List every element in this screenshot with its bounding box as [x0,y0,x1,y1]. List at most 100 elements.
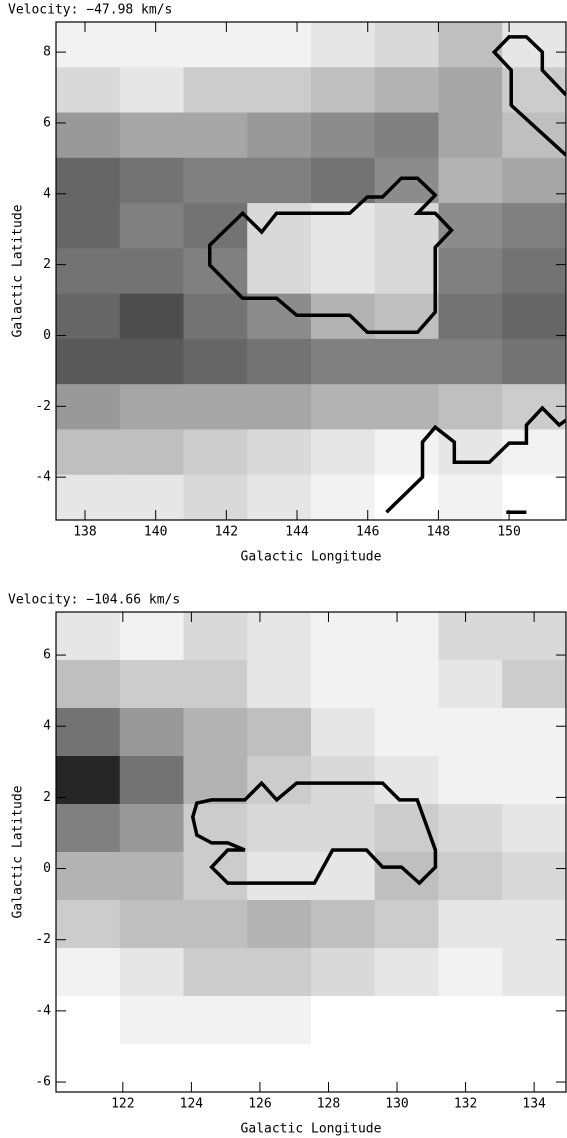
intensity-cell [119,384,184,430]
intensity-cell [119,474,184,521]
y-tick-label: 4 [43,186,51,201]
chart-panel: 138 140 142 144 146 148 150 -4 -2 0 2 4 6 8 Velocity: … [8,3,567,565]
intensity-cell [56,338,121,385]
intensity-cell [119,203,184,249]
intensity-cell [438,996,503,1045]
intensity-cell [311,948,376,997]
intensity-cell [183,852,248,901]
intensity-cell [119,1044,184,1093]
intensity-cell [183,293,248,340]
intensity-cell [502,248,567,295]
intensity-cell [183,429,248,476]
intensity-cell [247,900,312,949]
intensity-cell [119,756,184,805]
intensity-cell [311,384,376,430]
intensity-cell [56,1044,121,1093]
y-tick-label: 2 [43,790,51,805]
intensity-cell [56,756,121,805]
x-tick-label: 128 [317,1097,340,1112]
intensity-cell [502,157,567,204]
intensity-cell [311,338,376,385]
intensity-cell [183,900,248,949]
intensity-cell [183,474,248,521]
intensity-cell [247,429,312,476]
intensity-cell [311,852,376,901]
intensity-cell [311,248,376,295]
x-tick-label: 148 [427,525,450,540]
x-tick-label: 150 [497,525,520,540]
intensity-cell [374,708,439,757]
intensity-cell [56,612,121,661]
intensity-cell [438,756,503,805]
intensity-cell [502,293,567,340]
intensity-cell [311,756,376,805]
intensity-cell [247,384,312,430]
intensity-cell [438,804,503,853]
intensity-cell [502,112,567,159]
intensity-cell [247,660,312,709]
intensity-cell [374,756,439,805]
intensity-cell [247,708,312,757]
intensity-cell [56,948,121,997]
intensity-cell [56,293,121,340]
plot-frame [55,21,567,521]
x-tick-label: 144 [285,525,309,540]
intensity-cell [247,67,312,114]
intensity-cell [438,248,503,295]
contour [385,405,566,514]
chart-title: Velocity: −104.66 km/s [8,593,180,608]
intensity-cell [56,852,121,901]
y-tick-label: 2 [43,257,51,272]
intensity-cell [311,804,376,853]
intensity-cell [119,338,184,385]
intensity-cell [183,756,248,805]
intensity-cell [438,22,503,68]
intensity-cell [119,804,184,853]
intensity-cell [183,1044,248,1093]
intensity-cell [311,900,376,949]
intensity-cell [119,900,184,949]
intensity-cell [502,996,567,1045]
chart-panel: 122 124 126 128 130 132 134 -6 -4 -2 0 2 4 6 Velocity:… [8,593,567,1137]
intensity-cell [438,474,503,521]
intensity-cell [119,612,184,661]
intensity-cell [247,338,312,385]
intensity-cell [311,996,376,1045]
intensity-cell [374,612,439,661]
intensity-cell [56,996,121,1045]
intensity-cell [438,660,503,709]
intensity-cell [374,67,439,114]
intensity-cell [247,248,312,295]
intensity-cell [374,22,439,68]
intensity-cell [311,112,376,159]
y-tick-label: 6 [43,648,51,663]
intensity-cell [183,22,248,68]
x-tick-label: 134 [522,1097,546,1112]
intensity-cell [247,157,312,204]
intensity-cell [374,996,439,1045]
intensity-cell [311,660,376,709]
intensity-cell [119,248,184,295]
intensity-cell [438,384,503,430]
intensity-cell [374,384,439,430]
intensity-cell [311,429,376,476]
intensity-cell [247,948,312,997]
intensity-cell [119,948,184,997]
intensity-cell [183,996,248,1045]
y-tick-label: 0 [43,328,51,343]
intensity-cell [247,112,312,159]
intensity-cell [311,67,376,114]
y-tick-label: -4 [35,1003,51,1018]
intensity-cell [438,112,503,159]
intensity-cell [56,112,121,159]
x-axis-label: Galactic Longitude [241,550,382,565]
intensity-cell [56,708,121,757]
intensity-cell [374,203,439,249]
intensity-cell [183,203,248,249]
x-tick-label: 130 [385,1097,408,1112]
intensity-cell [183,948,248,997]
intensity-cell [183,338,248,385]
intensity-cell [119,429,184,476]
x-axis-label: Galactic Longitude [241,1122,382,1137]
